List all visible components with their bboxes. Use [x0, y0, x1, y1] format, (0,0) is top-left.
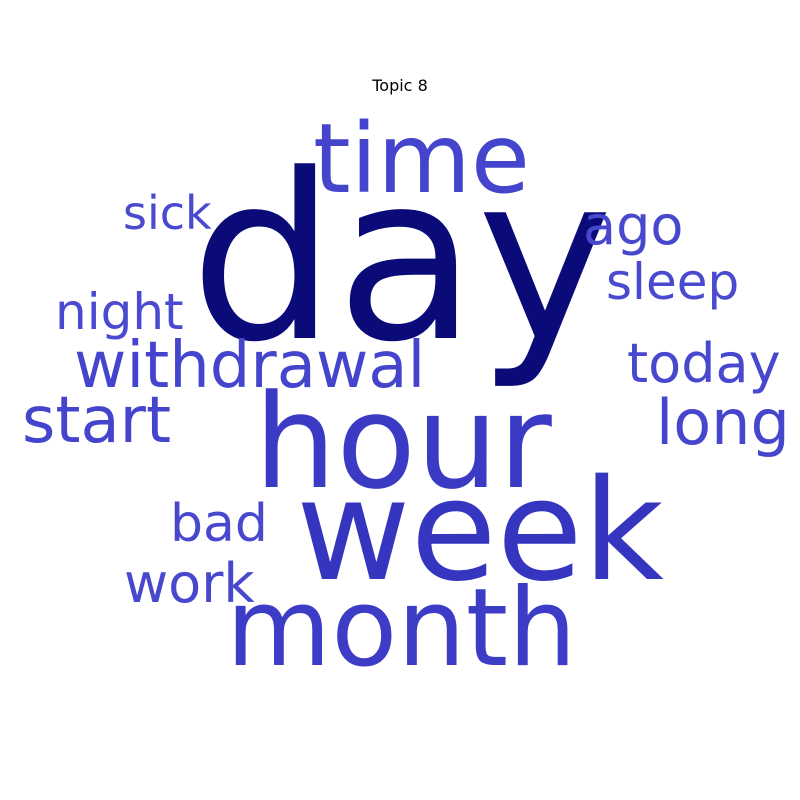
word-today: today [627, 332, 781, 395]
word-start: start [22, 384, 172, 458]
word-bad: bad [170, 494, 268, 554]
word-night: night [55, 283, 184, 341]
word-withdrawal: withdrawal [74, 329, 426, 403]
word-hour: hour [254, 366, 552, 518]
word-sleep: sleep [606, 253, 740, 311]
word-work: work [124, 552, 255, 615]
word-day: day [190, 126, 614, 393]
word-time: time [313, 103, 530, 215]
cloud-title: Topic 8 [372, 76, 428, 95]
word-long: long [656, 386, 790, 459]
word-week: week [296, 450, 664, 613]
word-sick: sick [123, 186, 212, 240]
word-month: month [226, 566, 577, 691]
word-ago: ago [583, 194, 684, 257]
